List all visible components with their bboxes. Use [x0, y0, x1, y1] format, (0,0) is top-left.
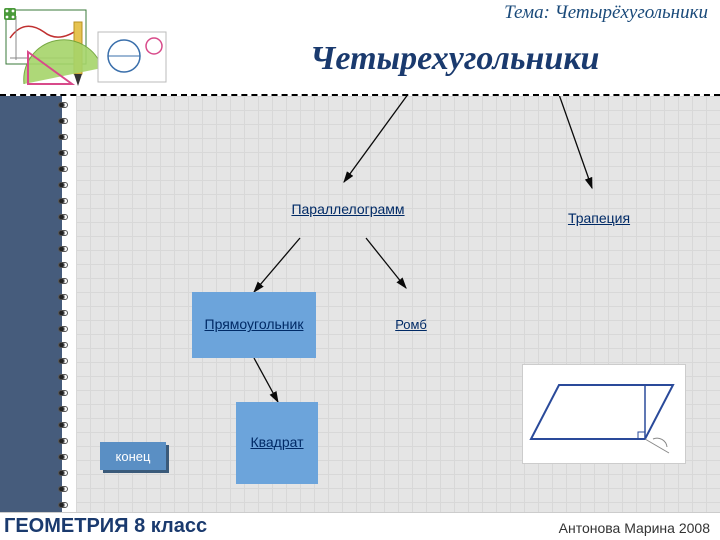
theme-label: Тема: Четырёхугольники: [504, 2, 708, 24]
footer-left: ГЕОМЕТРИЯ 8 класс: [4, 515, 207, 538]
header: Тема: Четырёхугольники Четырехугольники: [0, 0, 720, 96]
quad-illustration: [522, 364, 686, 464]
content-area: Параллелограмм Трапеция Прямоугольник Ромб К…: [76, 96, 720, 512]
spiral-binding: [58, 96, 72, 512]
footer-right: Антонова Марина 2008: [559, 520, 710, 536]
node-label: Прямоугольник: [201, 313, 308, 336]
node-trapezoid[interactable]: Трапеция: [524, 188, 674, 250]
node-label: Ромб: [391, 314, 431, 336]
node-rectangle[interactable]: Прямоугольник: [192, 292, 316, 358]
main-title: Четырехугольники: [310, 40, 599, 78]
header-logo: [4, 8, 194, 88]
sidebar: [0, 96, 62, 512]
node-square[interactable]: Квадрат: [236, 402, 318, 484]
node-rhombus[interactable]: Ромб: [374, 288, 448, 362]
node-parallelogram[interactable]: Параллелограмм: [254, 182, 442, 238]
end-button[interactable]: конец: [100, 442, 166, 470]
footer: ГЕОМЕТРИЯ 8 класс Антонова Марина 2008: [0, 512, 720, 540]
node-label: Трапеция: [564, 207, 634, 230]
node-label: Квадрат: [246, 431, 307, 454]
end-button-label: конец: [116, 449, 151, 464]
node-label: Параллелограмм: [287, 198, 408, 221]
